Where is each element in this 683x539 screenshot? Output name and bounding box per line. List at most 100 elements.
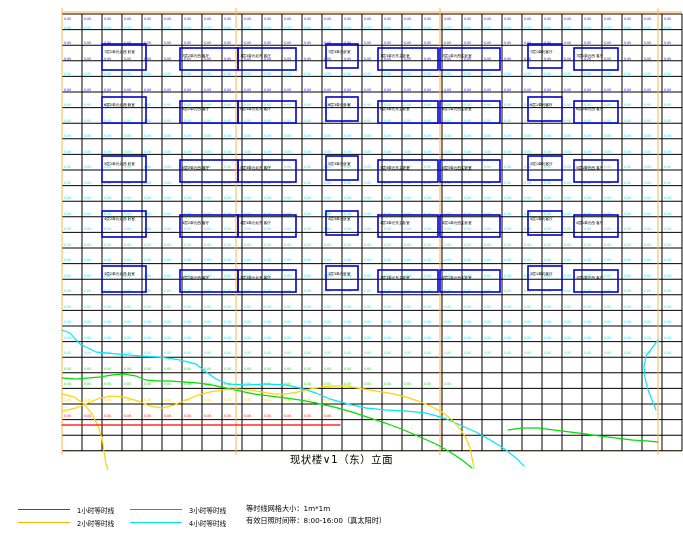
grid-value-label: 0.00 bbox=[524, 72, 531, 76]
grid-value-label: 0.00 bbox=[444, 336, 451, 340]
grid-value-label: 0.00 bbox=[224, 227, 231, 231]
grid-value-label: 0.00 bbox=[284, 274, 291, 278]
grid-value-label: 0.00 bbox=[224, 243, 231, 247]
grid-value-label: 0.00 bbox=[104, 181, 111, 185]
grid-value-label: 0.00 bbox=[244, 134, 251, 138]
grid-value-label: 0.00 bbox=[604, 26, 611, 30]
grid-value-label: 0.00 bbox=[184, 119, 191, 123]
grid-value-label: 0.00 bbox=[584, 305, 591, 309]
grid-value-label: 0.00 bbox=[444, 17, 451, 21]
window-room-label: 6层3单元东主卧室 bbox=[380, 106, 410, 111]
grid-value-label: 0.00 bbox=[664, 17, 671, 21]
grid-value-label: 0.00 bbox=[664, 150, 671, 154]
grid-value-label: 0.00 bbox=[484, 320, 491, 324]
grid-value-label: 0.00 bbox=[444, 382, 451, 386]
grid-value-label: 0.00 bbox=[184, 305, 191, 309]
grid-value-label: 0.00 bbox=[604, 72, 611, 76]
grid-value-label: 0.00 bbox=[504, 103, 511, 107]
grid-value-label: 0.00 bbox=[64, 88, 71, 92]
grid-value-label: 0.00 bbox=[544, 41, 551, 45]
grid-value-label: 0.00 bbox=[464, 351, 471, 355]
grid-value-label: 0.00 bbox=[584, 165, 591, 169]
window-room-label: 5层1单元西主卧室 bbox=[442, 165, 472, 170]
grid-value-label: 0.00 bbox=[664, 181, 671, 185]
grid-value-label: 0.00 bbox=[484, 57, 491, 61]
window-room-label: 5层3单元东主卧室 bbox=[380, 165, 410, 170]
grid-value-label: 0.00 bbox=[124, 414, 131, 418]
grid-value-label: 0.00 bbox=[444, 57, 451, 61]
grid-value-label: 0.00 bbox=[484, 181, 491, 185]
grid-value-label: 0.00 bbox=[664, 258, 671, 262]
grid-value-label: 0.00 bbox=[424, 88, 431, 92]
grid-value-label: 0.00 bbox=[504, 134, 511, 138]
grid-value-label: 0.00 bbox=[84, 227, 91, 231]
grid-value-label: 0.00 bbox=[564, 72, 571, 76]
grid-value-label: 0.00 bbox=[264, 258, 271, 262]
grid-value-label: 0.00 bbox=[584, 88, 591, 92]
grid-value-label: 0.00 bbox=[524, 41, 531, 45]
grid-value-label: 0.00 bbox=[284, 103, 291, 107]
grid-value-label: 0.00 bbox=[384, 351, 391, 355]
grid-value-label: 0.00 bbox=[324, 367, 331, 371]
grid-value-label: 0.00 bbox=[244, 305, 251, 309]
window-rect bbox=[101, 43, 147, 71]
grid-value-label: 0.00 bbox=[324, 134, 331, 138]
grid-value-label: 0.00 bbox=[544, 17, 551, 21]
grid-value-label: 0.00 bbox=[384, 26, 391, 30]
grid-value-label: 0.00 bbox=[404, 258, 411, 262]
grid-value-label: 0.00 bbox=[524, 351, 531, 355]
grid-value-label: 0.00 bbox=[104, 212, 111, 216]
grid-value-label: 0.00 bbox=[504, 289, 511, 293]
notes-block: 等时线网格大小：1m*1m 有效日照时间带：8:00-16:00（真太阳时） bbox=[246, 503, 386, 526]
grid-value-label: 0.00 bbox=[424, 305, 431, 309]
window-rect bbox=[377, 47, 439, 71]
grid-value-label: 0.00 bbox=[304, 41, 311, 45]
grid-value-label: 0.00 bbox=[604, 57, 611, 61]
grid-value-label: 0.00 bbox=[324, 26, 331, 30]
grid-value-label: 0.00 bbox=[464, 336, 471, 340]
grid-value-label: 0.00 bbox=[164, 26, 171, 30]
grid-value-label: 0.00 bbox=[344, 134, 351, 138]
grid-value-label: 0.00 bbox=[164, 351, 171, 355]
grid-value-label: 0.00 bbox=[324, 414, 331, 418]
grid-value-label: 0.00 bbox=[204, 289, 211, 293]
window-rect bbox=[573, 214, 619, 238]
grid-value-label: 0.00 bbox=[164, 165, 171, 169]
grid-value-label: 0.00 bbox=[84, 289, 91, 293]
grid-value-label: 0.00 bbox=[564, 227, 571, 231]
grid-value-label: 0.00 bbox=[324, 336, 331, 340]
grid-value-label: 0.00 bbox=[224, 41, 231, 45]
grid-value-label: 0.00 bbox=[124, 196, 131, 200]
grid-value-label: 0.00 bbox=[584, 351, 591, 355]
grid-value-label: 0.00 bbox=[584, 72, 591, 76]
grid-value-label: 0.00 bbox=[344, 17, 351, 21]
grid-value-label: 0.00 bbox=[164, 103, 171, 107]
window-room-label: 4层1单元西 客厅 bbox=[576, 220, 604, 225]
grid-value-label: 0.00 bbox=[464, 88, 471, 92]
grid-value-label: 0.00 bbox=[584, 320, 591, 324]
grid-value-label: 0.00 bbox=[484, 258, 491, 262]
grid-value-label: 0.00 bbox=[164, 196, 171, 200]
grid-value-label: 0.00 bbox=[124, 227, 131, 231]
grid-value-label: 0.00 bbox=[644, 17, 651, 21]
grid-value-label: 0.00 bbox=[324, 212, 331, 216]
grid-value-label: 0.00 bbox=[64, 17, 71, 21]
grid-value-label: 0.00 bbox=[324, 150, 331, 154]
grid-value-label: 0.00 bbox=[504, 165, 511, 169]
grid-value-label: 0.00 bbox=[404, 227, 411, 231]
grid-value-label: 0.00 bbox=[164, 57, 171, 61]
window-room-label: 6层3单元北东 客厅 bbox=[240, 106, 271, 111]
grid-value-label: 0.00 bbox=[284, 165, 291, 169]
grid-value-label: 0.00 bbox=[404, 289, 411, 293]
grid-value-label: 0.00 bbox=[184, 181, 191, 185]
grid-value-label: 0.00 bbox=[624, 103, 631, 107]
grid-value-label: 0.00 bbox=[184, 367, 191, 371]
grid-value-label: 0.00 bbox=[564, 212, 571, 216]
grid-value-label: 0.00 bbox=[244, 414, 251, 418]
grid-value-label: 0.00 bbox=[184, 196, 191, 200]
grid-value-label: 0.00 bbox=[84, 196, 91, 200]
legend-row: 1小时等时线 3小时等时线 bbox=[18, 503, 248, 516]
window-room-label: 3层2单元北西 卧室 bbox=[104, 271, 135, 276]
grid-value-label: 0.00 bbox=[204, 181, 211, 185]
grid-value-label: 0.00 bbox=[224, 289, 231, 293]
